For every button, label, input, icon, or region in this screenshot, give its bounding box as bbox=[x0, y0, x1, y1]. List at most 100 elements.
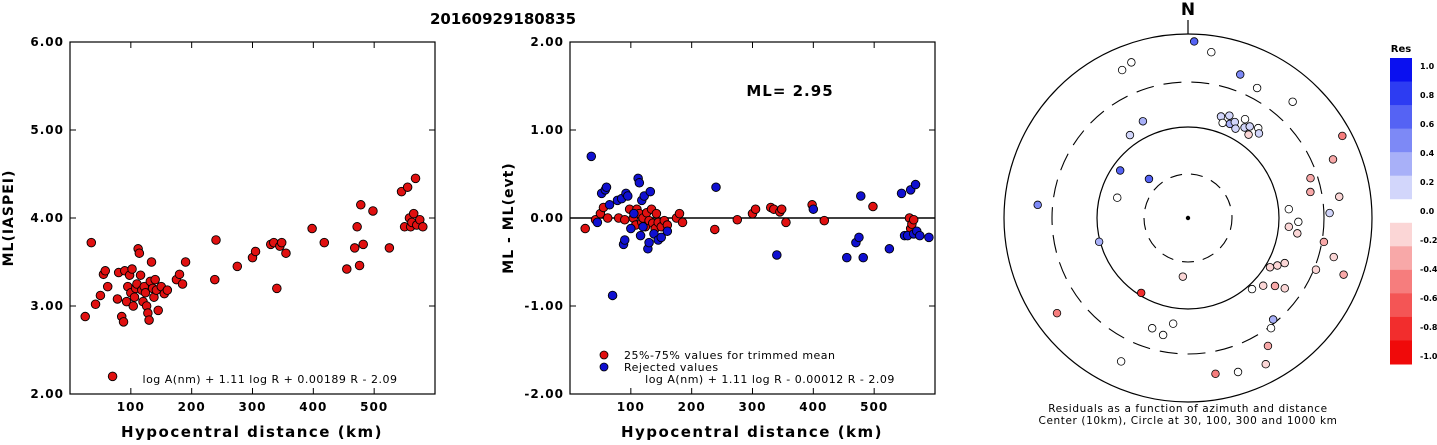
station-residual-point bbox=[1252, 83, 1262, 93]
station-residual-point bbox=[1338, 131, 1347, 141]
magnitude-point bbox=[352, 222, 362, 232]
magnitude-point bbox=[211, 235, 221, 245]
legend-label-rejected: Rejected values bbox=[624, 361, 719, 374]
trimmed-residual-point bbox=[781, 217, 791, 228]
chart1-x-tick-label: 100 bbox=[117, 400, 145, 414]
magnitude-point bbox=[174, 269, 185, 280]
colorbar-swatch bbox=[1390, 222, 1412, 247]
rejected-residual-point bbox=[808, 204, 819, 214]
magnitude-point bbox=[368, 206, 378, 216]
chart1-y-tick-label: 3.00 bbox=[30, 299, 64, 313]
station-residual-point bbox=[1280, 284, 1289, 293]
chart1-y-tick-label: 6.00 bbox=[30, 35, 64, 49]
station-residual-point bbox=[1266, 324, 1276, 333]
trimmed-residual-point bbox=[819, 215, 830, 226]
chart2-formula: log A(nm) + 1.11 log R - 0.00012 R - 2.0… bbox=[645, 373, 895, 386]
station-residual-point bbox=[1270, 281, 1280, 291]
colorbar-title: Res bbox=[1391, 44, 1411, 55]
station-residual-point bbox=[1236, 70, 1245, 79]
rejected-residual-point bbox=[924, 232, 934, 243]
magnitude-point bbox=[107, 371, 118, 382]
magnitude-point bbox=[418, 222, 428, 232]
legend-marker-trimmed bbox=[599, 350, 609, 360]
chart1-x-tick-label: 200 bbox=[178, 400, 206, 414]
magnitude-point bbox=[232, 261, 243, 272]
station-residual-point bbox=[1178, 272, 1188, 281]
chart2-ml-annotation: ML= 2.95 bbox=[746, 82, 833, 100]
magnitude-point bbox=[129, 292, 140, 302]
legend-label-trimmed: 25%-75% values for trimmed mean bbox=[624, 349, 836, 362]
station-residual-point bbox=[1328, 155, 1338, 164]
magnitude-point bbox=[112, 294, 123, 304]
station-residual-point bbox=[1225, 111, 1234, 120]
colorbar-swatch bbox=[1390, 81, 1412, 106]
colorbar-swatch bbox=[1390, 58, 1412, 83]
magnitude-point bbox=[307, 223, 317, 234]
trimmed-residual-point bbox=[674, 208, 685, 219]
colorbar-swatch bbox=[1390, 105, 1412, 130]
magnitude-point bbox=[121, 296, 132, 307]
station-residual-point bbox=[1259, 281, 1268, 290]
colorbar-tick-label: 0.6 bbox=[1420, 120, 1435, 129]
station-residual-point bbox=[1306, 187, 1315, 197]
station-residual-point bbox=[1115, 166, 1125, 175]
magnitude-point bbox=[95, 290, 106, 301]
magnitude-point bbox=[135, 270, 146, 280]
magnitude-point bbox=[384, 243, 395, 253]
chart1-y-tick-label: 5.00 bbox=[30, 123, 64, 137]
rejected-residual-point bbox=[620, 235, 630, 245]
station-residual-point bbox=[1138, 117, 1148, 126]
residual-colorbar: Res 1.0 0.8 0.6 0.4 0.2 0.0 -0.2 -0.4 -0.6 -0.8 -1… bbox=[1390, 44, 1437, 365]
epicenter-marker bbox=[1185, 215, 1191, 221]
chart2-x-tick-label: 400 bbox=[799, 400, 827, 414]
colorbar-swatch bbox=[1390, 340, 1412, 365]
station-residual-point bbox=[1325, 208, 1334, 218]
trimmed-residual-point bbox=[908, 215, 919, 225]
magnitude-point bbox=[140, 288, 151, 298]
colorbar-tick-label: -1.0 bbox=[1420, 352, 1437, 361]
station-residual-point bbox=[1218, 118, 1227, 128]
station-residual-point bbox=[1273, 261, 1282, 270]
magnitude-point bbox=[118, 317, 129, 327]
magnitude-point bbox=[144, 315, 154, 325]
trimmed-residual-point bbox=[602, 213, 613, 223]
colorbar-tick-label: 1.0 bbox=[1420, 62, 1435, 71]
station-residual-point bbox=[1284, 222, 1294, 232]
chart1-x-tick-label: 500 bbox=[360, 400, 388, 414]
rejected-residual-point bbox=[842, 252, 852, 263]
rejected-residual-point bbox=[884, 244, 895, 254]
station-residual-point bbox=[1189, 37, 1199, 46]
rejected-residual-point bbox=[644, 237, 654, 248]
magnitude-point bbox=[342, 264, 352, 274]
station-residual-point bbox=[1117, 65, 1127, 75]
colorbar-swatch bbox=[1390, 316, 1412, 341]
magnitude-vs-distance-chart: 2.00 3.00 4.00 5.00 6.00 100 200 300 400 500 log… bbox=[1, 35, 436, 441]
residual-vs-distance-chart: -2.00 -1.00 0.00 1.00 2.00 100 200 300 400 500 M… bbox=[501, 35, 936, 441]
magnitude-point bbox=[102, 281, 113, 292]
rejected-residual-point bbox=[638, 222, 648, 232]
colorbar-swatch bbox=[1390, 128, 1412, 153]
station-residual-point bbox=[1168, 319, 1178, 328]
station-residual-point bbox=[1147, 324, 1157, 333]
station-residual-point bbox=[1319, 237, 1329, 247]
chart2-y-tick-label: -2.00 bbox=[524, 387, 564, 401]
station-residual-point bbox=[1311, 265, 1321, 274]
colorbar-tick-label: 0.2 bbox=[1420, 178, 1434, 187]
station-residual-point bbox=[1033, 200, 1042, 210]
azimuth-residual-map: N Residuals as a function of azimuth and… bbox=[1003, 0, 1373, 427]
station-residual-point bbox=[1294, 217, 1303, 227]
station-residual-point bbox=[1265, 263, 1275, 272]
station-residual-point bbox=[1306, 173, 1315, 183]
rejected-residual-point bbox=[607, 290, 618, 301]
magnitude-point bbox=[410, 173, 421, 184]
magnitude-point bbox=[128, 301, 139, 311]
chart2-legend: 25%-75% values for trimmed mean Rejected… bbox=[599, 349, 836, 374]
chart2-x-tick-label: 100 bbox=[617, 400, 645, 414]
chart2-x-tick-label: 300 bbox=[738, 400, 766, 414]
colorbar-tick-label: -0.6 bbox=[1420, 294, 1437, 303]
chart1-y-axis-label: ML(IASPEI) bbox=[1, 170, 17, 267]
magnitude-point bbox=[150, 274, 160, 285]
chart2-y-tick-label: -1.00 bbox=[524, 299, 564, 313]
chart2-x-tick-label: 200 bbox=[678, 400, 706, 414]
station-residual-point bbox=[1247, 284, 1257, 294]
